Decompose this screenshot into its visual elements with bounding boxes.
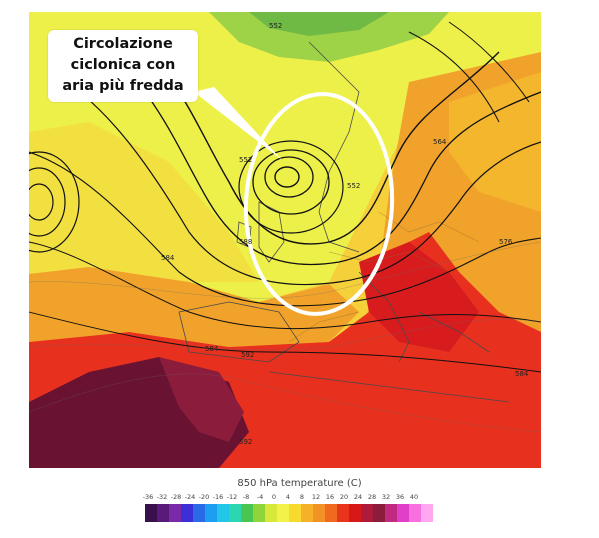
warm-orange-band xyxy=(29,267,359,347)
orange-zone-northeast xyxy=(449,72,541,212)
isoline xyxy=(29,241,541,299)
contour-north-east xyxy=(448,21,530,103)
legend-swatch xyxy=(385,504,397,522)
legend-swatch xyxy=(277,504,289,522)
legend-tick-label: 36 xyxy=(395,493,405,501)
border-line xyxy=(378,211,480,243)
border-line xyxy=(328,251,450,273)
cool-yellow-zone-west xyxy=(29,122,259,282)
hotter-red-zone xyxy=(359,242,479,352)
contour-label: 552 xyxy=(239,156,252,164)
legend-tick-label: -4 xyxy=(256,493,264,501)
legend-swatch xyxy=(325,504,337,522)
legend-swatch xyxy=(217,504,229,522)
legend-tick-label: -32 xyxy=(156,493,168,501)
callout-pointer xyxy=(194,87,282,160)
legend-swatch xyxy=(253,504,265,522)
italy-coast xyxy=(358,271,410,363)
legend-title: 850 hPa temperature (C) xyxy=(237,478,362,489)
contour-552 xyxy=(118,31,500,245)
coastlines xyxy=(178,41,510,403)
contour-label: 584 xyxy=(161,254,175,262)
borders xyxy=(288,211,480,343)
contour-label: 584 xyxy=(515,370,529,378)
legend-tick-label: 20 xyxy=(339,493,349,501)
legend-swatch xyxy=(361,504,373,522)
legend-tick-label: 4 xyxy=(285,493,291,501)
legend-tick-label: 12 xyxy=(311,493,321,501)
legend-tick-label: 32 xyxy=(381,493,391,501)
contour-label: 552 xyxy=(347,182,360,190)
contour-592 xyxy=(29,311,541,373)
annotation-callout: Circolazione ciclonica con aria più fred… xyxy=(48,30,198,102)
legend-tick-label: 16 xyxy=(325,493,335,501)
legend-tick-label: -16 xyxy=(212,493,224,501)
border-line xyxy=(288,311,360,343)
legend-swatch xyxy=(193,504,205,522)
contour-label: 592 xyxy=(239,438,252,446)
contour-north-east xyxy=(408,31,500,123)
legend-swatch xyxy=(241,504,253,522)
isoline xyxy=(29,373,541,433)
legend-swatch xyxy=(397,504,409,522)
temperature-map-svg: 552 552 552 564 576 584 584 584 588 592 … xyxy=(29,12,541,468)
legend-tick-label: 0 xyxy=(271,493,277,501)
legend-swatch xyxy=(337,504,349,522)
scandinavia-coast xyxy=(308,41,360,253)
west-low-contour xyxy=(29,183,54,221)
low-contour xyxy=(264,156,314,198)
legend-tick-label: -36 xyxy=(142,493,154,501)
legend-tick-label: 40 xyxy=(409,493,419,501)
maroon-core xyxy=(159,357,244,442)
low-contour xyxy=(252,149,330,215)
contour-label: 584 xyxy=(205,345,219,353)
isoline xyxy=(29,319,541,351)
contour-label: 552 xyxy=(269,22,282,30)
legend-swatch xyxy=(181,504,193,522)
callout-text: Circolazione ciclonica con aria più fred… xyxy=(62,36,184,94)
legend-swatch xyxy=(289,504,301,522)
weather-map: 552 552 552 564 576 584 584 584 588 592 … xyxy=(29,12,541,468)
contour-label: 592 xyxy=(241,351,254,359)
legend-swatch xyxy=(145,504,157,522)
legend-swatch xyxy=(349,504,361,522)
legend-tick-label: -8 xyxy=(242,493,250,501)
legend-tick-label: 24 xyxy=(353,493,363,501)
legend-swatch xyxy=(169,504,181,522)
west-low-contour xyxy=(29,151,80,253)
color-scale-bar xyxy=(145,504,433,522)
north-africa-coast xyxy=(268,371,510,403)
contour-label: 576 xyxy=(499,238,513,246)
contour-588 xyxy=(29,241,541,330)
legend-swatch xyxy=(301,504,313,522)
legend-swatch xyxy=(421,504,433,522)
legend-tick-label: 28 xyxy=(367,493,377,501)
west-low-contour xyxy=(29,167,66,237)
legend-swatch xyxy=(265,504,277,522)
legend-tick-label: 8 xyxy=(299,493,305,501)
legend-swatch xyxy=(229,504,241,522)
highlight-ellipse xyxy=(243,92,395,316)
legend-tick-label: -24 xyxy=(184,493,196,501)
legend-tick-label: -28 xyxy=(170,493,182,501)
legend-swatch xyxy=(157,504,169,522)
contour-label-group: 552 552 552 564 576 584 584 584 588 592 … xyxy=(161,22,529,446)
contour-576 xyxy=(48,71,541,286)
colder-green-zone xyxy=(249,12,389,36)
contour-label: 588 xyxy=(239,238,252,246)
legend-swatch xyxy=(205,504,217,522)
legend-tick-label: -20 xyxy=(198,493,210,501)
low-center-contour xyxy=(274,166,300,188)
legend-swatch xyxy=(313,504,325,522)
contour-label: 564 xyxy=(433,138,447,146)
legend-tick-label: -12 xyxy=(226,493,238,501)
contour-564 xyxy=(88,41,541,266)
legend-swatch xyxy=(409,504,421,522)
balkans-coast xyxy=(418,311,490,353)
low-contour xyxy=(238,140,344,234)
temperature-isolines xyxy=(29,241,541,433)
british-isles-coast xyxy=(258,201,285,263)
legend-swatch xyxy=(373,504,385,522)
